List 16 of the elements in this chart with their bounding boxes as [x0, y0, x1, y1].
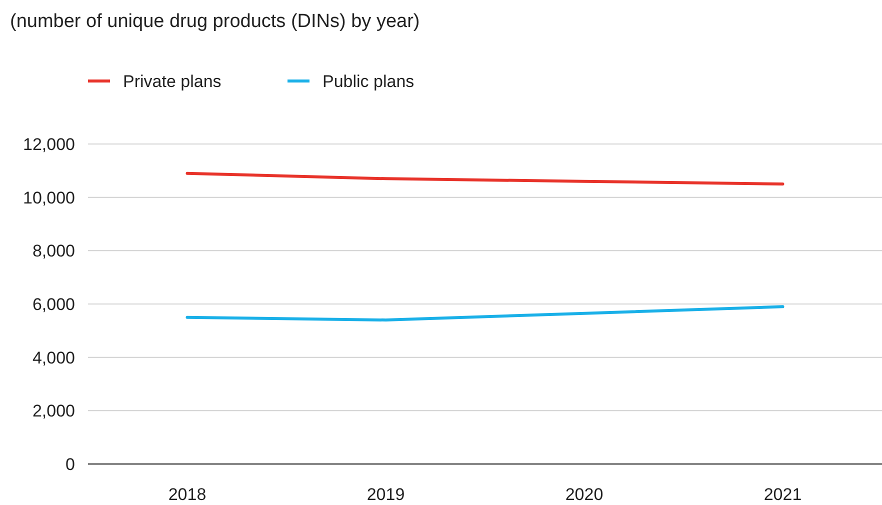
- y-tick-label: 4,000: [32, 348, 75, 368]
- x-tick-label: 2018: [168, 485, 206, 504]
- legend-label: Public plans: [322, 72, 414, 91]
- y-tick-label: 0: [66, 454, 75, 474]
- line-series: [186, 172, 784, 186]
- y-tick-label: 8,000: [32, 242, 75, 261]
- line-series: [186, 305, 784, 322]
- y-tick-label: 6,000: [32, 294, 75, 314]
- chart-title: (number of unique drug products (DINs) by year): [10, 11, 420, 32]
- x-tick-label: 2021: [764, 485, 802, 504]
- y-tick-label: 10,000: [23, 188, 75, 208]
- y-tick-label: 12,000: [23, 134, 75, 154]
- x-tick-label: 2019: [366, 485, 405, 504]
- legend-label: Private plans: [123, 72, 222, 91]
- y-tick-label: 2,000: [32, 402, 75, 421]
- x-tick-label: 2020: [565, 485, 604, 504]
